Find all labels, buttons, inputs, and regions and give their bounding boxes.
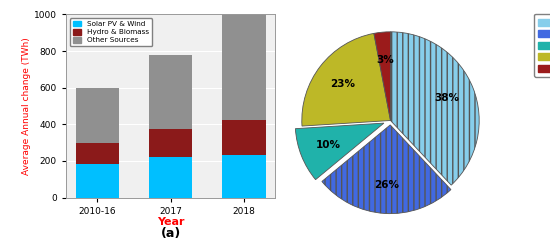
- Text: (a): (a): [161, 227, 180, 240]
- Bar: [222, 154, 266, 198]
- Legend: Coal, Renewables, Nuclear, Gas, Oil: Coal, Renewables, Nuclear, Gas, Oil: [534, 14, 550, 77]
- Y-axis label: Average Annual change (TWh): Average Annual change (TWh): [22, 37, 31, 175]
- Bar: [75, 164, 119, 198]
- Bar: [75, 143, 119, 164]
- Bar: [222, 14, 266, 120]
- Wedge shape: [322, 125, 451, 214]
- Wedge shape: [295, 123, 384, 180]
- Text: 10%: 10%: [315, 140, 340, 150]
- Text: 26%: 26%: [374, 180, 399, 190]
- Wedge shape: [302, 33, 390, 126]
- X-axis label: Year: Year: [157, 217, 184, 227]
- Text: 38%: 38%: [434, 93, 459, 103]
- Bar: [148, 129, 192, 157]
- Text: 23%: 23%: [331, 79, 355, 88]
- Bar: [148, 55, 192, 129]
- Bar: [222, 120, 266, 154]
- Wedge shape: [390, 32, 479, 185]
- Legend: Solar PV & Wind, Hydro & Biomass, Other Sources: Solar PV & Wind, Hydro & Biomass, Other …: [70, 18, 152, 46]
- Text: 3%: 3%: [376, 55, 394, 66]
- Wedge shape: [374, 32, 390, 120]
- Bar: [148, 157, 192, 198]
- Bar: [75, 88, 119, 143]
